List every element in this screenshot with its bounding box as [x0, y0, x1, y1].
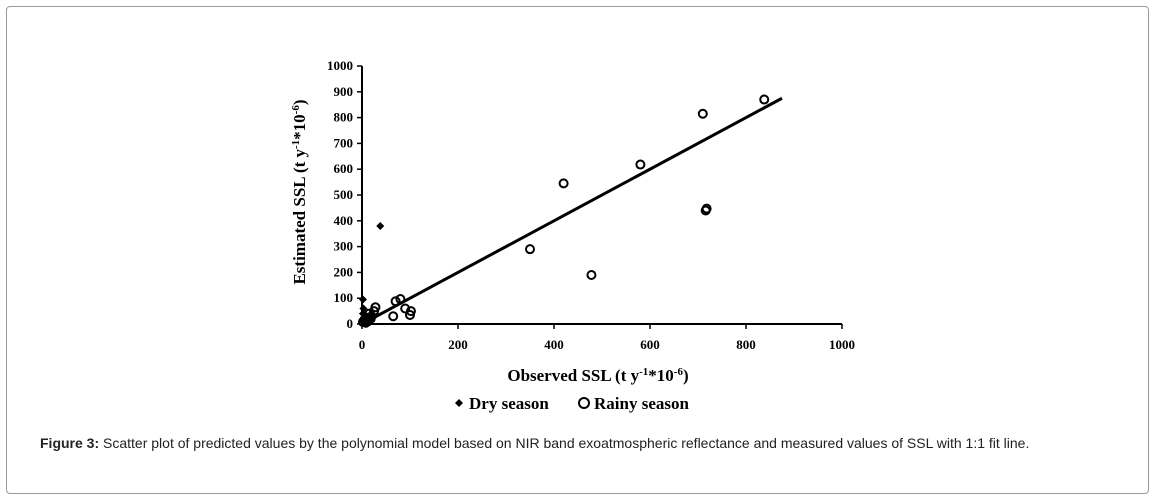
y-tick-label: 1000 [327, 58, 353, 73]
x-tick-label: 400 [544, 337, 564, 352]
legend-rainy-label: Rainy season [594, 394, 689, 413]
axes [357, 65, 843, 329]
y-tick-label: 300 [334, 239, 354, 254]
rainy-season-point [558, 178, 569, 189]
rainy-season-point [369, 306, 379, 317]
y-tick-label: 200 [334, 264, 354, 279]
rainy-season-point [405, 309, 415, 320]
y-tick-label: 500 [334, 187, 354, 202]
scatter-chart: Estimated SSL (t y-1*10-6) 0100200300400… [290, 58, 855, 413]
x-axis-title-text-mid: *10 [648, 366, 674, 385]
rainy-season-point [525, 244, 535, 255]
y-tick-label: 800 [334, 110, 354, 125]
rainy-season-point [697, 108, 708, 119]
rainy-season-point [388, 311, 399, 322]
y-tick-label: 0 [347, 316, 354, 331]
x-tick-label: 200 [448, 337, 468, 352]
x-tick-label: 1000 [829, 337, 855, 352]
fit-line-group [361, 96, 783, 326]
x-axis-title-text-end: ) [683, 366, 689, 385]
y-axis-title-text: Estimated SSL (t y-1*10-6) [290, 99, 309, 284]
x-tick-label: 800 [736, 337, 756, 352]
legend-dry-marker [455, 399, 463, 407]
rainy-season-point [361, 313, 372, 324]
tick-labels: 0 100 200 300 400 500 600 700 800 900 1000 0 200 400 6… [327, 58, 855, 352]
y-tick-label: 600 [334, 161, 354, 176]
rainy-season-point [635, 159, 646, 170]
y-tick-label: 700 [334, 135, 354, 150]
y-axis-title-text-sup2: -6 [290, 105, 302, 115]
y-tick-label: 100 [334, 290, 354, 305]
caption-text: Scatter plot of predicted values by the … [103, 435, 1030, 451]
rainy-season-point [586, 269, 597, 280]
rainy-season-point [390, 296, 401, 307]
x-axis-title-text-sup2: -6 [674, 366, 684, 378]
x-tick-label: 0 [359, 337, 366, 352]
y-axis-title-text-main: Estimated SSL (t y [290, 148, 309, 284]
rainy-season-point [700, 205, 711, 216]
legend-dry-label: Dry season [469, 394, 549, 413]
fit-line [361, 96, 783, 326]
x-tick-label: 600 [640, 337, 660, 352]
x-axis-title-text-main: Observed SSL (t y [507, 366, 639, 385]
x-axis-title: Observed SSL (t y-1*10-6) [507, 366, 688, 385]
x-axis-title-text: Observed SSL (t y-1*10-6) [507, 366, 688, 385]
y-axis-title-text-sup1: -1 [290, 140, 302, 149]
dry-season-point [358, 295, 367, 304]
y-tick-label: 400 [334, 213, 354, 228]
y-axis-title-text-mid: *10 [290, 114, 309, 140]
dry-season-point [376, 221, 385, 230]
rainy-season-point [400, 303, 411, 314]
legend-rainy-marker [578, 397, 590, 409]
caption-label: Figure 3: [40, 435, 100, 451]
legend: Dry season Rainy season [455, 394, 689, 413]
figure-frame [6, 6, 1149, 494]
rainy-season-point [395, 293, 406, 304]
rainy-season-point [759, 94, 770, 105]
y-tick-label: 900 [334, 84, 354, 99]
y-axis-title: Estimated SSL (t y-1*10-6) [290, 99, 309, 284]
figure-caption: Figure 3: Scatter plot of predicted valu… [40, 434, 1120, 453]
x-axis-title-text-sup1: -1 [639, 366, 648, 378]
data-points [357, 94, 770, 328]
y-axis-title-text-end: ) [290, 99, 309, 105]
